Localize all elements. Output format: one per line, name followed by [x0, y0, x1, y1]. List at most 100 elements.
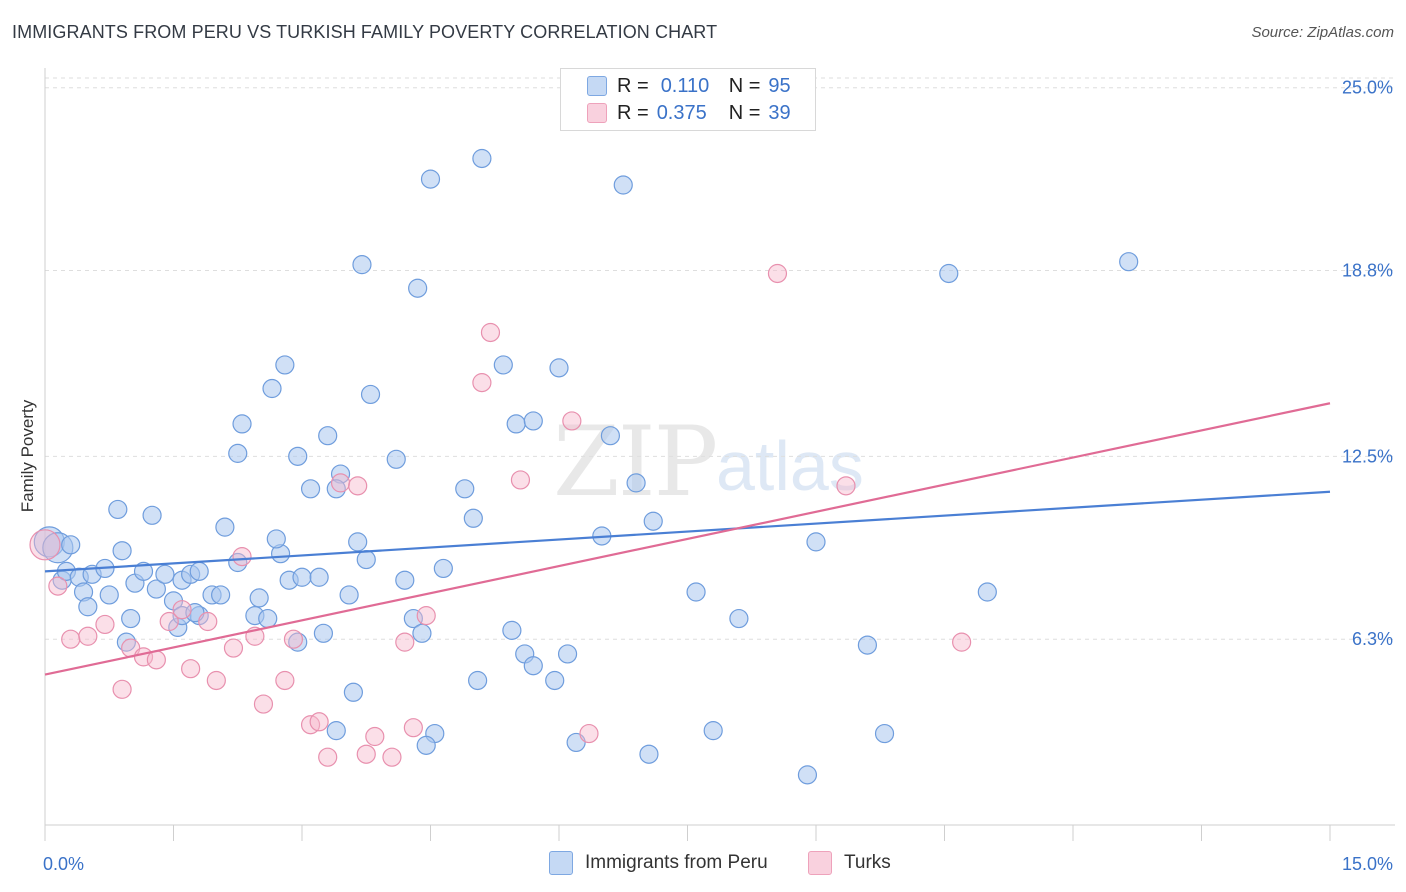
data-point-peru [309, 567, 329, 587]
data-point-peru [455, 479, 475, 499]
y-tick-label: 25.0% [1342, 78, 1393, 98]
y-tick-label: 6.3% [1352, 629, 1393, 649]
axes [44, 68, 1395, 841]
data-point-peru [108, 499, 128, 520]
data-point-peru [288, 446, 308, 466]
data-point-turks [309, 712, 329, 732]
data-point-peru [420, 169, 441, 189]
data-point-peru [502, 620, 522, 640]
data-point-peru [146, 579, 166, 599]
data-point-peru [292, 567, 312, 587]
data-point-peru [797, 765, 818, 785]
data-point-peru [352, 255, 372, 275]
legend-item-turks[interactable]: Turks [808, 851, 891, 875]
x-tick-label-max: 15.0% [1342, 854, 1393, 874]
data-point-turks [146, 650, 166, 670]
data-point-turks [318, 747, 338, 767]
data-point-peru [408, 278, 428, 298]
data-point-peru [189, 561, 209, 581]
data-point-turks [562, 411, 582, 431]
data-point-peru [412, 623, 432, 643]
data-point-turks [232, 547, 252, 567]
legend-r-label: R = [617, 101, 649, 124]
data-point-peru [232, 414, 252, 434]
data-point-turks [416, 606, 436, 626]
data-point-turks [181, 659, 201, 679]
data-point-peru [639, 744, 659, 764]
data-point-peru [703, 721, 723, 741]
data-point-peru [463, 508, 483, 528]
series-legend: Immigrants from Peru Turks [0, 851, 1406, 877]
data-point-turks [223, 638, 244, 658]
data-point-peru [262, 378, 282, 399]
data-point-peru [360, 384, 381, 405]
data-point-turks [382, 747, 402, 767]
data-point-turks [275, 670, 295, 691]
data-point-peru [343, 682, 363, 702]
x-tick-label-min: 0.0% [43, 854, 84, 874]
series-turks-points [29, 263, 972, 767]
legend-label-peru: Immigrants from Peru [585, 852, 768, 873]
data-point-peru [339, 585, 359, 605]
legend-row-peru: R = 0.110 N = 95 [587, 73, 791, 99]
data-point-peru [626, 473, 646, 493]
data-point-peru [326, 721, 346, 741]
data-point-turks [61, 629, 81, 649]
data-point-turks [480, 322, 501, 343]
data-point-turks [283, 629, 304, 649]
data-point-turks [395, 632, 415, 652]
data-point-peru [729, 608, 749, 629]
legend-swatch-peru [587, 76, 607, 96]
data-point-peru [523, 411, 543, 431]
data-point-peru [300, 479, 321, 499]
data-point-peru [433, 558, 453, 579]
data-point-peru [142, 505, 162, 525]
data-point-peru [493, 355, 513, 375]
data-point-peru [211, 585, 231, 605]
data-point-turks [579, 723, 599, 744]
legend-row-turks: R = 0.375 N = 39 [587, 100, 791, 126]
data-point-peru [275, 355, 295, 375]
legend-label-turks: Turks [844, 852, 891, 873]
legend-swatch-turks [587, 103, 607, 123]
data-point-peru [806, 532, 826, 552]
data-point-peru [155, 564, 175, 584]
data-point-turks [112, 679, 132, 699]
data-point-peru [348, 532, 368, 552]
legend-item-peru[interactable]: Immigrants from Peru [549, 851, 768, 875]
data-point-peru [857, 635, 878, 655]
data-point-peru [468, 670, 488, 691]
data-point-turks [253, 694, 274, 714]
data-point-peru [472, 148, 492, 169]
data-point-peru [395, 570, 415, 590]
y-tick-label: 18.8% [1342, 261, 1393, 281]
data-point-turks [172, 600, 192, 620]
data-point-peru [977, 582, 997, 602]
tick-labels: 6.3% 12.5% 18.8% 25.0% 0.0% 15.0% [43, 78, 1393, 874]
data-point-turks [198, 611, 218, 632]
stats-legend: R = 0.110 N = 95 R = 0.375 N = 39 [560, 68, 816, 131]
data-point-peru [613, 175, 633, 195]
data-point-peru [523, 656, 543, 676]
data-point-peru [78, 597, 98, 617]
legend-n-label: N = [728, 101, 761, 124]
series-peru-points [33, 148, 1139, 785]
data-point-peru [356, 549, 376, 570]
legend-r-value: 0.110 [660, 74, 710, 97]
data-point-peru [386, 449, 406, 469]
data-point-turks [365, 726, 385, 747]
data-point-peru [545, 670, 565, 691]
legend-r-label: R = [617, 74, 649, 97]
data-point-turks [330, 473, 351, 493]
data-point-peru [416, 735, 436, 755]
data-point-peru [643, 511, 663, 531]
data-point-turks [29, 529, 61, 561]
y-tick-label: 12.5% [1342, 446, 1393, 466]
data-point-turks [348, 476, 368, 496]
data-point-turks [206, 670, 226, 691]
data-point-peru [61, 535, 81, 555]
data-point-peru [557, 644, 578, 664]
data-point-peru [249, 588, 269, 608]
data-point-turks [836, 476, 856, 496]
